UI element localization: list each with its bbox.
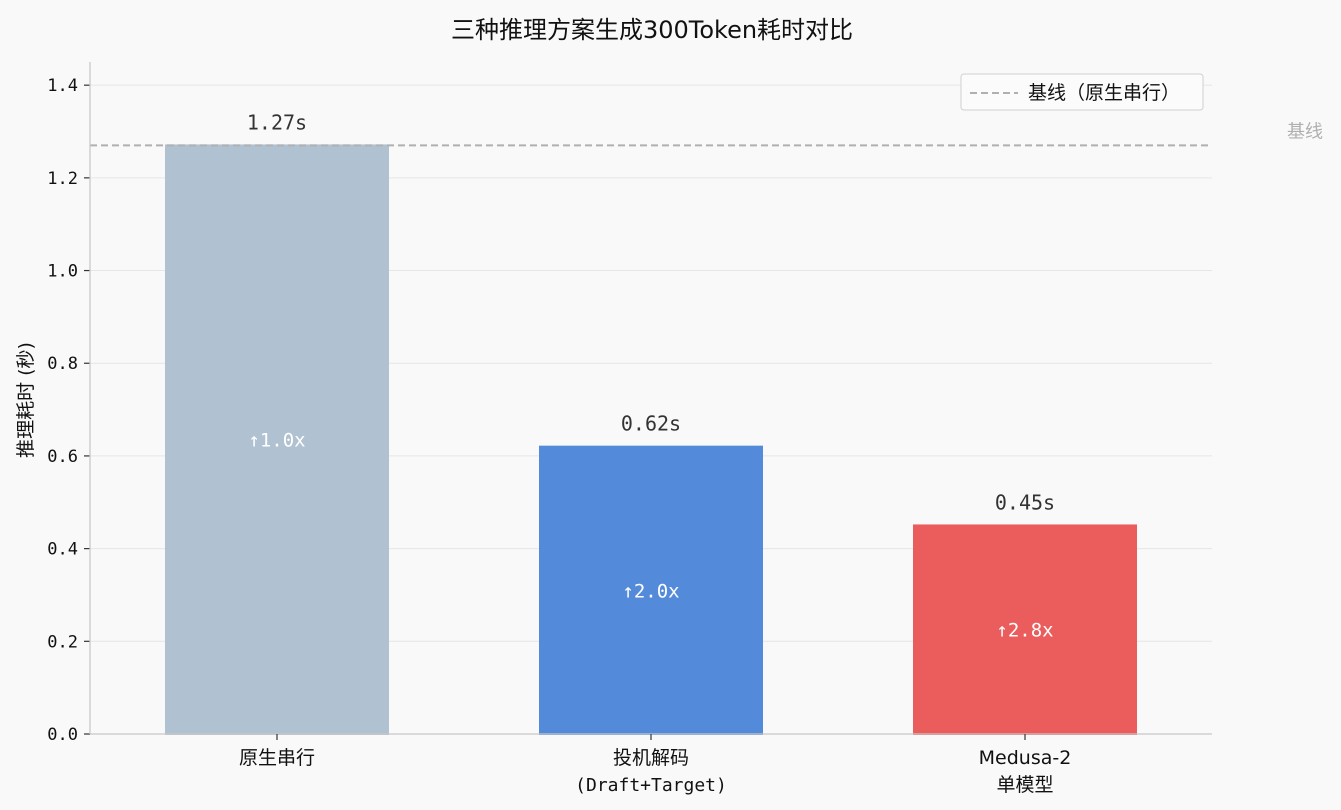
labels: 原生串行 1.27s ↑1.0x 投机解码 (Draft+Target) 0.62s ↑2.… [239,110,1323,796]
value-label: 0.45s [995,490,1055,514]
baseline-annotation: 基线 [1287,121,1323,142]
x-tick-label: Medusa-2 [979,747,1072,769]
speedup-label: ↑1.0x [248,430,305,452]
y-tick-label: 0.2 [47,632,78,652]
legend-box [960,73,1204,111]
x-tick-label: 投机解码 [613,747,689,769]
bar [913,524,1137,736]
bar [539,445,763,735]
value-label: 0.62s [621,412,681,436]
y-tick-label: 0.6 [47,447,78,467]
x-tick-sublabel: (Draft+Target) [575,775,727,796]
y-tick-label: 1.4 [47,76,78,96]
y-axis-label: 推理耗时 (秒) [15,342,37,458]
y-tick-label: 0.0 [47,725,78,745]
y-tick-label: 0.8 [47,354,78,374]
axes: 0.0 0.2 0.4 0.6 0.8 1.0 1.2 1.4 [47,62,1212,745]
legend-baseline-label: 基线（原生串行） [1028,82,1180,104]
y-tick-label: 1.0 [47,262,78,282]
x-tick-sublabel: 单模型 [996,774,1053,796]
bar [165,144,389,735]
chart-title: 三种推理方案生成300Token耗时对比 [451,16,853,44]
x-tick-label: 原生串行 [239,747,315,769]
value-label: 1.27s [247,110,307,134]
y-tick-label: 0.4 [47,540,78,560]
bars [165,144,1137,736]
legend: 基线（原生串行） [960,73,1204,111]
speedup-label: ↑2.8x [996,620,1053,642]
speedup-label: ↑2.0x [622,580,679,602]
y-tick-label: 1.2 [47,169,78,189]
